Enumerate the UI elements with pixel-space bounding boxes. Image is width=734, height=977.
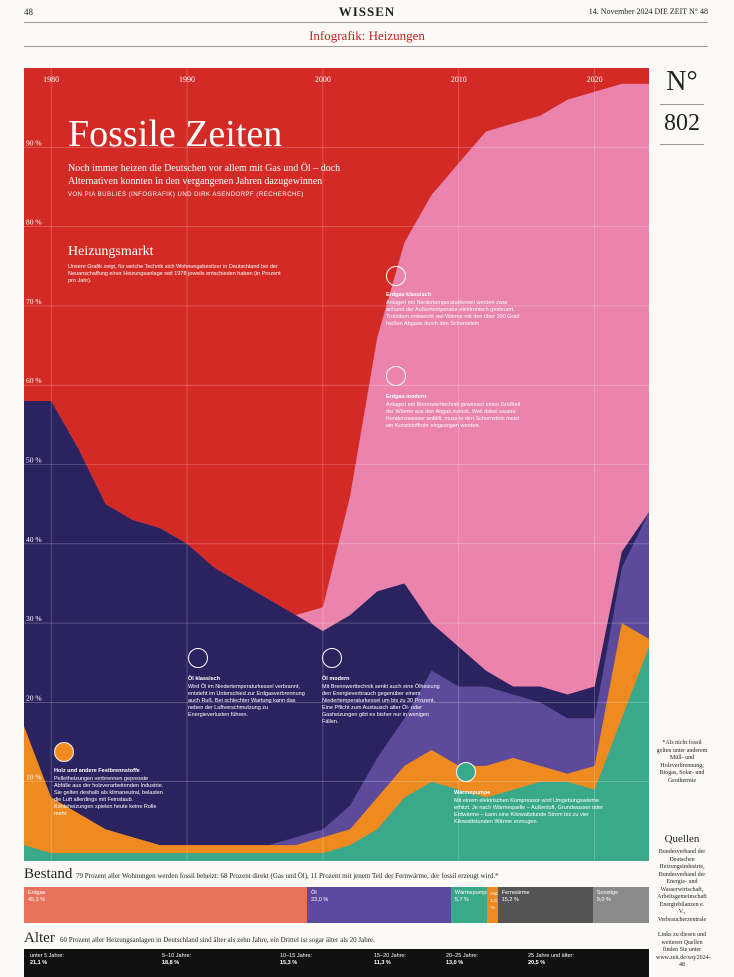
alter-cell-label: 20–25 Jahre:: [446, 953, 479, 959]
alter-cell: 25 Jahre und älter: 20,5 %: [528, 953, 574, 967]
chart-svg: 10 % 20 % 30 % 40 % 50 % 60 % 70 % 80 % 90 % 1980…: [24, 68, 649, 861]
alter-cell-value: 20,5 %: [528, 960, 546, 966]
alter-cell-value: 18,8 %: [162, 960, 180, 966]
y-tick-label: 40 %: [26, 535, 42, 544]
alter-row: Alter 60 Prozent aller Heizungsanlagen i…: [24, 930, 649, 948]
bestand-bar-label: Öl: [311, 890, 317, 896]
sidebar-rule-2: [660, 144, 704, 145]
alter-cell-label: 5–10 Jahre:: [162, 953, 192, 959]
oel-modern-text: Mit Brennwerttechnik senkt auch eine Ölh…: [322, 684, 440, 725]
y-tick-label: 50 %: [26, 456, 42, 465]
alter-cell-label: 10–15 Jahre:: [280, 953, 313, 959]
bestand-heading: Bestand: [24, 866, 73, 882]
erdgas-modern-marker: [386, 366, 406, 386]
page-number: 48: [24, 7, 33, 17]
infographic-title: Fossile Zeiten: [68, 113, 283, 155]
alter-cell-value: 15,3 %: [280, 960, 298, 966]
alter-cell: 15–20 Jahre: 11,3 %: [374, 953, 406, 967]
erdgas-klassisch-text: Anlagen mit Niedertemperaturkessel werde…: [386, 300, 520, 327]
issue-no-label: N°: [666, 66, 698, 97]
bestand-bar-erdgas: Erdgas 45,3 %: [24, 887, 308, 923]
y-tick-label: 70 %: [26, 297, 42, 306]
bestand-bar-value: 9,0 %: [596, 897, 611, 903]
waermepumpe-title: Wärmepumpe: [454, 790, 491, 796]
y-tick-label: 80 %: [26, 218, 42, 227]
oel-klassisch-marker: [188, 648, 208, 668]
x-tick-label: 2000: [315, 75, 331, 84]
oel-modern-title: Öl modern: [322, 676, 350, 682]
alter-cell-label: unter 5 Jahre:: [30, 953, 64, 959]
bestand-bar-fernwärme: Fernwärme 15,2 %: [497, 887, 593, 923]
holz-marker: [54, 742, 74, 762]
area-chart: 10 % 20 % 30 % 40 % 50 % 60 % 70 % 80 % 90 % 1980…: [24, 68, 649, 861]
holz-title: Holz und andere Festbrennstoffe: [54, 768, 140, 774]
alter-cell-label: 15–20 Jahre:: [374, 953, 407, 959]
links-text: Links zu diesen und weiteren Quellen fin…: [656, 932, 711, 968]
erdgas-modern-text: Anlagen mit Brennwerttechnik gewinnen ei…: [386, 402, 521, 429]
alter-cell-label: 25 Jahre und älter:: [528, 953, 574, 959]
bestand-bar-value: 45,3 %: [28, 897, 46, 903]
bestand-bar-label: Erdgas: [28, 890, 46, 896]
section-title: WISSEN: [338, 4, 396, 19]
section-heading: Heizungsmarkt: [68, 244, 154, 259]
y-tick-label: 90 %: [26, 138, 42, 147]
section-text: Unsere Grafik zeigt, für welche Technik …: [68, 264, 281, 284]
alter-cell-value: 11,3 %: [374, 960, 391, 966]
bestand-bar-value: 15,2 %: [501, 897, 519, 903]
subheader: Infografik: Heizungen: [309, 28, 425, 43]
oel-klassisch-text: Wird Öl im Niedertemperaturkessel verbra…: [188, 684, 305, 718]
waermepumpe-text: Mit einem elektrischen Kompressor wird U…: [454, 798, 603, 825]
x-tick-label: 1980: [43, 75, 59, 84]
area-wärmepumpe: [24, 646, 649, 861]
bestand-bar-value: 23,0 %: [311, 897, 329, 903]
alter-cell-value: 13,0 %: [446, 960, 464, 966]
bestand-bar-value: 1,8 %: [490, 898, 497, 910]
y-tick-label: 30 %: [26, 614, 42, 623]
bestand-bar-label: Fernwärme: [501, 890, 530, 896]
y-tick-label: 20 %: [26, 693, 42, 702]
erdgas-modern-title: Erdgas modern: [386, 394, 427, 400]
alter-cell: unter 5 Jahre: 21,1 %: [30, 953, 64, 967]
header-rule: [24, 22, 708, 23]
quellen-heading: Quellen: [664, 833, 700, 845]
byline: VON PIA BUBLIES (INFOGRAFIK) UND DIRK AS…: [68, 192, 304, 198]
alter-cell-value: 21,1 %: [30, 960, 48, 966]
page-header: 48 WISSEN 14. November 2024 DIE ZEIT N° …: [0, 0, 734, 22]
subheader-rule: [24, 46, 708, 47]
erdgas-klassisch-title: Erdgas klassisch: [386, 292, 431, 298]
x-tick-label: 2020: [587, 75, 603, 84]
alter-heading: Alter: [24, 930, 55, 946]
alter-cell: 20–25 Jahre: 13,0 %: [446, 953, 478, 967]
bestand-bar-label: Holz: [490, 891, 500, 896]
bestand-bar-öl: Öl 23,0 %: [307, 887, 451, 923]
oel-klassisch-title: Öl klassisch: [188, 676, 221, 682]
bestand-row: Bestand 79 Prozent aller Wohnungen werde…: [24, 866, 649, 886]
bestand-bars: Erdgas 45,3 % Öl 23,0 % Wärmepumpe 5,7 % Holz 1…: [24, 887, 649, 923]
bestand-bar-value: 5,7 %: [454, 897, 469, 903]
alter-text: 60 Prozent aller Heizungsanlagen in Deut…: [60, 936, 375, 944]
bestand-bar-holz: Holz 1,8 %: [486, 887, 500, 923]
x-tick-label: 1990: [179, 75, 195, 84]
oel-modern-marker: [322, 648, 342, 668]
waermepumpe-marker: [456, 762, 476, 782]
bestand-bar-label: Sonstige: [596, 890, 619, 896]
y-tick-label: 10 %: [26, 773, 42, 782]
x-tick-label: 2010: [451, 75, 467, 84]
alter-cell: 10–15 Jahre: 15,3 %: [280, 953, 312, 967]
sidebar-rule: [660, 104, 704, 105]
footnote: *Als nicht fossil gelten unter anderem M…: [656, 740, 708, 784]
alter-bar: unter 5 Jahre: 21,1 % 5–10 Jahre: 18,8 % 10–…: [24, 949, 649, 977]
issue-date: 14. November 2024 DIE ZEIT N° 48: [588, 7, 708, 16]
infographic-subtitle: Noch immer heizen die Deutschen vor alle…: [68, 163, 341, 187]
bestand-bar-wärmepumpe: Wärmepumpe 5,7 %: [450, 887, 490, 923]
y-tick-label: 60 %: [26, 376, 42, 385]
bestand-bar-sonstige: Sonstige 9,0 %: [592, 887, 649, 923]
infographic-number: 802: [664, 110, 700, 136]
alter-cell: 5–10 Jahre: 18,8 %: [162, 953, 191, 967]
bestand-text: 79 Prozent aller Wohnungen werden fossil…: [76, 872, 499, 880]
quellen-text: Bundesverband der Deutschen Heizungsindu…: [657, 849, 707, 923]
bestand-bar-label: Wärmepumpe: [454, 890, 490, 896]
holz-text: Pelletheizungen verbrennen gepresste Abf…: [54, 776, 164, 817]
erdgas-klassisch-marker: [386, 266, 406, 286]
